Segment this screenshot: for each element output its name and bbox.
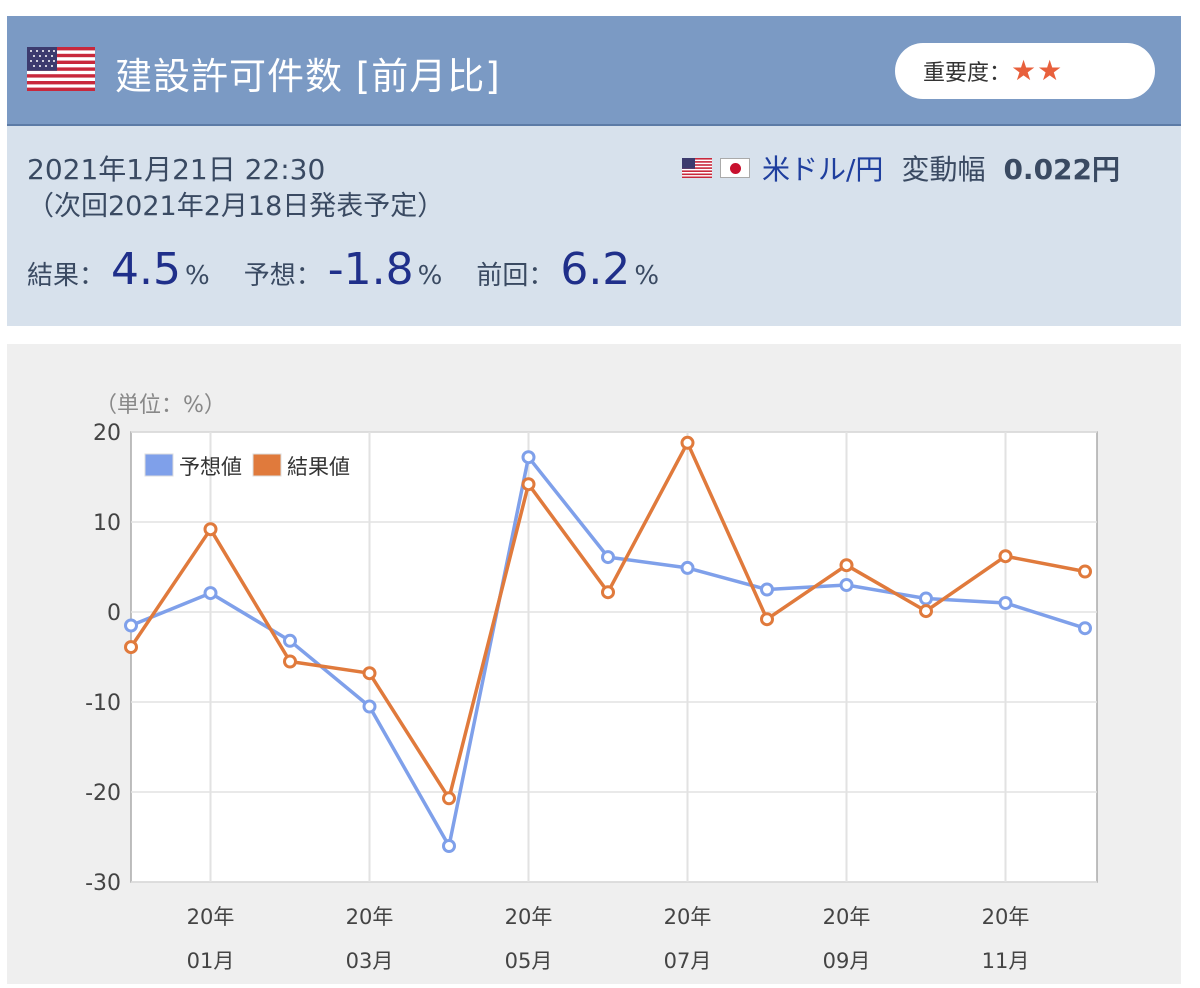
x-tick-month: 03月 — [346, 949, 394, 973]
forecast-unit: % — [417, 261, 443, 291]
x-tick-month: 01月 — [187, 949, 235, 973]
y-tick-label: 20 — [93, 421, 121, 446]
data-point[interactable] — [998, 549, 1013, 564]
data-point[interactable] — [203, 522, 218, 537]
data-point[interactable] — [203, 586, 218, 601]
x-tick-month: 07月 — [664, 949, 712, 973]
data-point[interactable] — [283, 654, 297, 669]
data-point[interactable] — [1078, 564, 1092, 579]
x-tick-year: 20年 — [823, 905, 871, 929]
y-axis-ticks: 20 10 0 -10 -20 -30 — [85, 421, 121, 896]
currency-pair-info: 米ドル/円 変動幅 0.022円 — [682, 148, 1120, 188]
legend-label-forecast: 予想値 — [179, 455, 242, 479]
data-point[interactable] — [601, 585, 615, 600]
data-point[interactable] — [283, 633, 297, 648]
data-point[interactable] — [521, 450, 536, 465]
x-tick-year: 20年 — [505, 905, 553, 929]
indicator-title: 建設許可件数 [前月比] — [115, 55, 501, 98]
forecast-label: 予想： — [243, 261, 322, 291]
release-datetime: 2021年1月21日 22:30 — [27, 153, 326, 186]
data-point[interactable] — [760, 582, 774, 597]
currency-pair-link[interactable]: 米ドル/円 — [762, 153, 884, 186]
previous-label: 前回： — [476, 261, 555, 291]
legend-swatch-forecast — [144, 453, 174, 477]
y-tick-label: 0 — [107, 601, 121, 626]
plot-area — [130, 431, 1098, 883]
y-tick-label: -20 — [85, 781, 121, 806]
data-point[interactable] — [1078, 621, 1092, 636]
data-point[interactable] — [839, 578, 854, 592]
data-point[interactable] — [919, 591, 933, 606]
unit-label: （単位：%） — [95, 393, 226, 418]
legend: 予想値 結果値 — [144, 453, 350, 479]
x-tick-year: 20年 — [346, 905, 394, 929]
chart-panel: （単位：%） 20 10 0 -10 -20 -30 20年 01月 20年 03月 20年 05月… — [7, 344, 1181, 984]
legend-swatch-result — [252, 453, 282, 477]
result-label: 結果： — [27, 261, 106, 291]
gridlines — [131, 431, 1097, 883]
next-release-date: （次回2021年2月18日発表予定） — [27, 191, 445, 222]
importance-label: 重要度： — [923, 61, 1012, 86]
previous-value: 6.2 — [560, 244, 631, 295]
data-point[interactable] — [521, 477, 536, 492]
data-point[interactable] — [998, 596, 1013, 610]
japan-flag-icon — [720, 158, 750, 178]
range-label: 変動幅 — [901, 153, 986, 186]
x-tick-month: 09月 — [823, 949, 871, 973]
data-point[interactable] — [124, 618, 138, 633]
data-point[interactable] — [601, 550, 615, 565]
range-value: 0.022円 — [1003, 153, 1121, 186]
result-unit: % — [185, 261, 210, 291]
data-point[interactable] — [680, 560, 695, 575]
previous-unit: % — [634, 261, 660, 291]
y-tick-label: -30 — [85, 871, 121, 896]
x-tick-year: 20年 — [982, 905, 1030, 929]
data-point[interactable] — [362, 666, 377, 681]
forecast-value: -1.8 — [327, 244, 414, 295]
x-tick-year: 20年 — [187, 905, 235, 929]
data-point[interactable] — [362, 699, 377, 714]
y-tick-label: -10 — [85, 691, 121, 716]
importance-badge: 重要度：★★ — [895, 43, 1155, 99]
release-info-panel: 2021年1月21日 22:30 （次回2021年2月18日発表予定） 米ドル/… — [7, 126, 1181, 326]
data-point[interactable] — [760, 612, 774, 627]
x-tick-month: 05月 — [505, 949, 553, 973]
y-tick-label: 10 — [93, 511, 121, 536]
data-point[interactable] — [442, 839, 456, 853]
data-point[interactable] — [839, 558, 854, 573]
data-point[interactable] — [442, 791, 456, 806]
line-chart: （単位：%） 20 10 0 -10 -20 -30 20年 01月 20年 03月 20年 05月… — [85, 393, 1098, 973]
x-axis-ticks: 20年 01月 20年 03月 20年 05月 20年 07月 20年 09月 20年 11月 — [187, 905, 1030, 973]
importance-stars-icon: ★★ — [1011, 54, 1064, 87]
x-tick-year: 20年 — [664, 905, 712, 929]
series-group — [124, 435, 1092, 853]
result-stats: 結果： 4.5 % 予想： -1.8 % 前回： 6.2 % — [27, 244, 693, 295]
indicator-header: 建設許可件数 [前月比] 重要度：★★ — [7, 16, 1181, 126]
data-point[interactable] — [919, 604, 933, 619]
result-value: 4.5 — [111, 244, 181, 295]
data-point[interactable] — [680, 435, 695, 450]
x-tick-month: 11月 — [982, 949, 1030, 973]
us-flag-icon — [27, 47, 95, 91]
us-flag-small-icon — [682, 158, 712, 178]
data-point[interactable] — [124, 640, 138, 655]
legend-label-result: 結果値 — [287, 455, 350, 479]
